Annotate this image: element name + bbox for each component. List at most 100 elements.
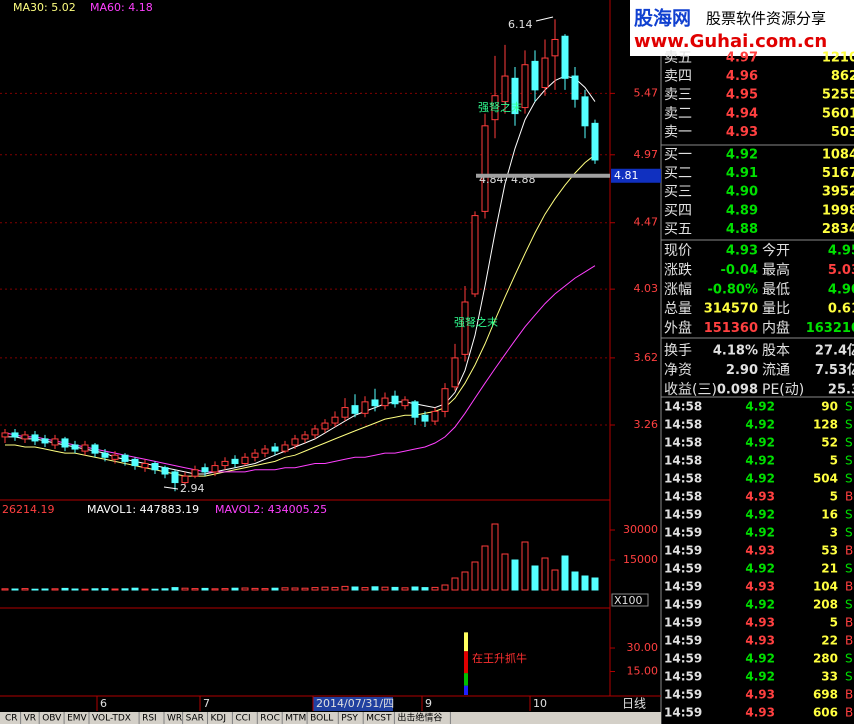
volume-bar [241, 587, 249, 591]
volume-bar [291, 587, 299, 591]
toolbar-tab[interactable]: WR [167, 714, 182, 724]
indicator-bar [464, 632, 468, 652]
candle-body [461, 301, 469, 355]
volume-bar [471, 561, 479, 591]
stat-label: 量比 [762, 301, 790, 317]
volume-bar [551, 569, 559, 591]
volume-bar [531, 565, 539, 591]
stat-value: 5.03 [828, 263, 854, 278]
volume-bar [81, 588, 89, 591]
x-tick-label: 7 [203, 697, 210, 710]
annotation-tag: 强弩之末 [454, 315, 498, 329]
book-price: 4.93 [726, 125, 758, 140]
toolbar-tab[interactable]: MTM [285, 714, 306, 724]
volume-bar [441, 584, 449, 591]
toolbar-tab[interactable]: ROC [260, 714, 280, 724]
tick-volume: 33 [821, 670, 838, 684]
volume-bar [111, 588, 119, 591]
tick-price: 4.93 [745, 490, 775, 504]
volume-bar [311, 587, 319, 591]
tick-price: 4.92 [745, 454, 775, 468]
tick-volume: 504 [813, 472, 838, 486]
toolbar-tab[interactable]: CCI [235, 714, 250, 724]
volume-label: MAVOL1: 447883.19 [87, 503, 199, 516]
ma-line [5, 154, 596, 477]
candle-body [221, 460, 229, 467]
candle-body [531, 60, 539, 91]
volume-bar [91, 588, 99, 591]
candle-body [51, 438, 59, 446]
x-tick-label: 10 [533, 697, 547, 710]
toolbar-tab[interactable]: OBV [42, 714, 62, 724]
tick-price: 4.93 [745, 634, 775, 648]
volume-bar [521, 541, 529, 591]
legend-label: MA60: 4.18 [90, 1, 153, 14]
volume-bar [1, 588, 9, 591]
tick-volume: 606 [813, 706, 838, 720]
tick-side: S [845, 652, 853, 666]
toolbar-tab[interactable]: MCST [366, 714, 392, 724]
candle-body [391, 395, 399, 405]
book-price: 4.88 [726, 222, 758, 237]
toolbar-tab[interactable]: CR [5, 714, 18, 724]
candle-body [121, 454, 129, 462]
toolbar-tab[interactable]: SAR [186, 714, 204, 724]
candle-body [151, 462, 159, 471]
tick-time: 14:58 [664, 436, 702, 450]
tick-price: 4.92 [745, 652, 775, 666]
stat-label: PE(动) [762, 382, 804, 398]
toolbar-tab[interactable]: 出击绝情谷 [397, 712, 442, 724]
tick-time: 14:58 [664, 490, 702, 504]
candle-body [421, 414, 429, 422]
tick-volume: 280 [813, 652, 838, 666]
toolbar-tab[interactable]: KDJ [211, 714, 227, 724]
candle-body [231, 458, 239, 464]
candle-body [91, 444, 99, 454]
tick-side: S [845, 454, 853, 468]
candle-body [541, 57, 549, 89]
stat-label: 涨跌 [664, 262, 692, 278]
toolbar-tab[interactable]: RSI [142, 714, 157, 724]
tick-time: 14:59 [664, 598, 702, 612]
toolbar-tab[interactable]: BOLL [310, 714, 333, 724]
toolbar-tab[interactable]: EMV [67, 714, 87, 724]
stat-label: 涨幅 [664, 282, 692, 298]
logo-url: www.Guhai.com.cn [634, 31, 827, 52]
toolbar-tab[interactable]: VR [24, 714, 36, 724]
tick-volume: 698 [813, 688, 838, 702]
book-volume: 5255 [822, 88, 854, 103]
book-label: 买二 [664, 166, 692, 182]
tick-time: 14:59 [664, 652, 702, 666]
unit-box [611, 593, 649, 607]
book-price: 4.90 [726, 185, 758, 200]
tick-time: 14:58 [664, 418, 702, 432]
volume-bar [361, 587, 369, 591]
book-label: 买四 [664, 203, 692, 219]
tick-side: S [845, 508, 853, 522]
tick-time: 14:59 [664, 562, 702, 576]
volume-bar [51, 588, 59, 591]
stat-label: 内盘 [762, 320, 790, 337]
stat-label: 收益(三) [664, 382, 717, 398]
candle-body [131, 458, 139, 467]
tick-time: 14:59 [664, 706, 702, 720]
stat-label: 股本 [762, 343, 790, 359]
candle-body [551, 38, 559, 57]
volume-bar [481, 545, 489, 591]
book-volume: 2834 [822, 222, 854, 237]
candle-body [331, 416, 339, 424]
ma-line [4, 265, 596, 473]
toolbar-tab[interactable]: PSY [341, 714, 358, 724]
toolbar-tab[interactable]: VOL-TDX [92, 714, 131, 724]
volume-bar [561, 555, 569, 591]
tick-side: B [845, 706, 853, 720]
stat-value: 4.18% [713, 344, 758, 359]
tick-price: 4.93 [745, 544, 775, 558]
tick-time: 14:59 [664, 526, 702, 540]
stat-value: 163210 [806, 321, 854, 336]
volume-bar [431, 586, 439, 591]
tick-price: 4.92 [745, 562, 775, 576]
volume-bar [411, 586, 419, 591]
tick-price: 4.92 [745, 598, 775, 612]
candle-body [401, 399, 409, 407]
